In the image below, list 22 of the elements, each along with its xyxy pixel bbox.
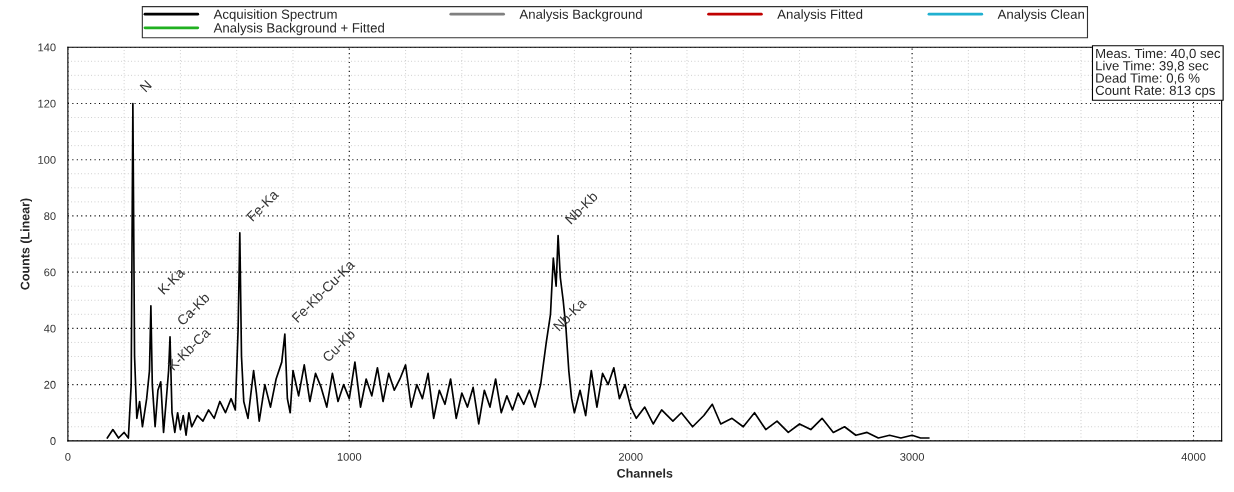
y-tick-label: 20 xyxy=(44,380,56,389)
x-tick-label: 2000 xyxy=(618,452,643,461)
y-tick-label: 140 xyxy=(38,43,56,52)
legend-label: Analysis Background xyxy=(519,9,642,22)
y-axis-title: Counts (Linear) xyxy=(20,198,32,290)
y-tick-label: 60 xyxy=(44,268,56,277)
y-tick-label: 100 xyxy=(38,155,56,164)
legend-label: Analysis Background + Fitted xyxy=(213,22,384,36)
y-tick-label: 80 xyxy=(44,212,56,221)
x-tick-label: 1000 xyxy=(337,452,362,461)
legend-label: Analysis Clean xyxy=(997,9,1084,22)
annotation: N xyxy=(139,80,152,93)
annotation: Meas. Time: 40,0 sec Live Time: 39,8 sec Dead Time: 0,6 % Count Rate: 813 cps xyxy=(1095,48,1221,98)
x-tick-label: 4000 xyxy=(1181,452,1206,461)
y-tick-label: 40 xyxy=(43,324,56,333)
x-tick-label: 0 xyxy=(65,452,71,461)
legend-label: Acquisition Spectrum xyxy=(213,9,337,22)
legend-label: Analysis Fitted xyxy=(777,9,863,22)
y-tick-label: 120 xyxy=(38,99,56,108)
x-tick-label: 3000 xyxy=(900,452,925,461)
y-tick-label: 0 xyxy=(50,437,56,445)
x-axis-title: Channels xyxy=(617,468,673,478)
